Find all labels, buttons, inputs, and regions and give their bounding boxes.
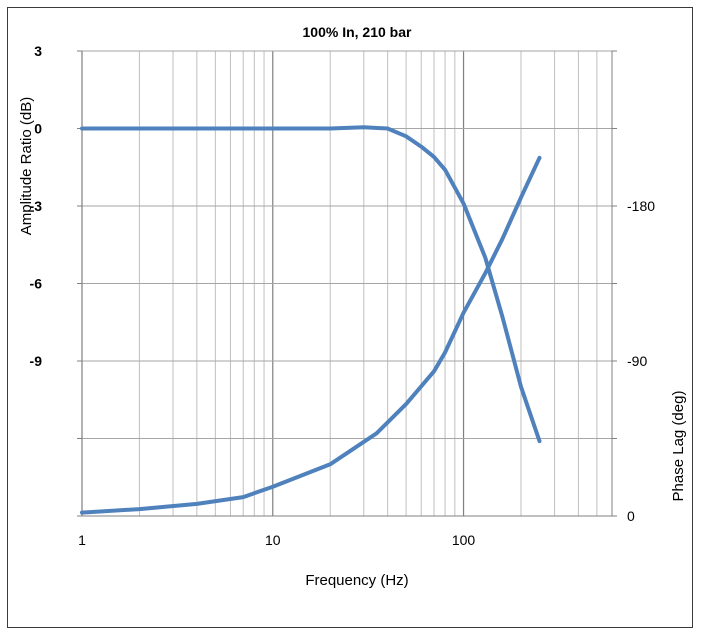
x-tick-label: 1	[78, 532, 86, 548]
y-right-tick-label: 0	[627, 508, 635, 524]
y-axis-left-title: Amplitude Ratio (dB)	[18, 97, 35, 235]
y-left-tick-label: -9	[30, 353, 43, 369]
grid-lines	[81, 50, 613, 517]
phase-lag-line	[80, 155, 542, 515]
y-left-tick-label: 0	[34, 121, 42, 137]
y-left-tick-label: -3	[30, 198, 43, 214]
y-right-tick-label: -180	[627, 198, 655, 214]
amplitude-ratio-line	[80, 125, 542, 444]
x-axis-title: Frequency (Hz)	[305, 572, 408, 589]
x-tick-label: 100	[452, 532, 476, 548]
x-tick-label: 10	[265, 532, 281, 548]
y-right-tick-label: -90	[627, 353, 647, 369]
y-left-tick-label: 3	[34, 43, 42, 59]
y-left-tick-label: -6	[30, 276, 43, 292]
chart-title: 100% In, 210 bar	[303, 24, 413, 40]
y-axis-right-title: Phase Lag (deg)	[670, 391, 687, 502]
series-group	[80, 125, 542, 515]
